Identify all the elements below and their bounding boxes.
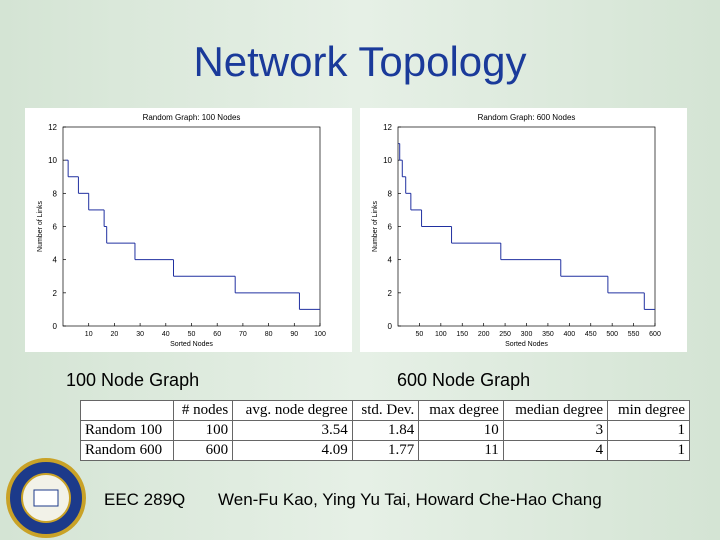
x-tick-label: 20 bbox=[111, 331, 119, 338]
y-tick-label: 12 bbox=[48, 123, 57, 132]
column-header: max degree bbox=[418, 400, 504, 421]
cell: 1 bbox=[607, 420, 690, 441]
x-tick-label: 600 bbox=[649, 331, 661, 338]
x-tick-label: 90 bbox=[290, 331, 298, 338]
stats-table: # nodes avg. node degree std. Dev. max d… bbox=[80, 400, 690, 461]
x-tick-label: 350 bbox=[542, 331, 554, 338]
cell: 11 bbox=[418, 440, 504, 461]
y-tick-label: 0 bbox=[53, 322, 58, 331]
x-tick-label: 40 bbox=[162, 331, 170, 338]
y-tick-label: 0 bbox=[388, 322, 393, 331]
cell: 600 bbox=[172, 440, 234, 461]
table-row: Random 100 100 3.54 1.84 10 3 1 bbox=[80, 420, 690, 441]
y-tick-label: 2 bbox=[53, 289, 58, 298]
table-row: Random 600 600 4.09 1.77 11 4 1 bbox=[80, 440, 690, 461]
y-tick-label: 10 bbox=[48, 156, 57, 165]
y-tick-label: 2 bbox=[388, 289, 393, 298]
corner bbox=[80, 400, 174, 421]
column-header: median degree bbox=[502, 400, 609, 421]
y-axis-label: Number of Links bbox=[37, 201, 44, 252]
x-tick-label: 100 bbox=[314, 331, 326, 338]
y-tick-label: 8 bbox=[53, 189, 58, 198]
x-tick-label: 50 bbox=[416, 331, 424, 338]
column-header: avg. node degree bbox=[232, 400, 353, 421]
cell: 3 bbox=[502, 420, 609, 441]
slide-title: Network Topology bbox=[193, 38, 527, 85]
y-axis-label: Number of Links bbox=[372, 201, 379, 252]
row-label: Random 600 bbox=[80, 440, 174, 461]
cell: 1 bbox=[607, 440, 690, 461]
logo bbox=[6, 458, 86, 538]
cell: 3.54 bbox=[232, 420, 353, 441]
authors: Wen-Fu Kao, Ying Yu Tai, Howard Che-Hao … bbox=[218, 490, 602, 509]
x-tick-label: 10 bbox=[85, 331, 93, 338]
cell: 4.09 bbox=[232, 440, 353, 461]
x-tick-label: 30 bbox=[136, 331, 144, 338]
chart-title: Random Graph: 100 Nodes bbox=[143, 113, 241, 122]
x-tick-label: 80 bbox=[265, 331, 273, 338]
x-tick-label: 60 bbox=[213, 331, 221, 338]
x-tick-label: 150 bbox=[456, 331, 468, 338]
charts: Random Graph: 100 Nodes Sorted Nodes Numbe… bbox=[25, 108, 687, 352]
cell: 100 bbox=[172, 420, 234, 441]
chart-panel bbox=[25, 108, 352, 352]
x-tick-label: 70 bbox=[239, 331, 247, 338]
seal-book bbox=[33, 489, 59, 507]
x-tick-label: 300 bbox=[521, 331, 533, 338]
x-tick-label: 550 bbox=[628, 331, 640, 338]
y-tick-label: 8 bbox=[388, 189, 393, 198]
header-row: # nodes avg. node degree std. Dev. max d… bbox=[80, 400, 690, 421]
column-header: # nodes bbox=[172, 400, 234, 421]
y-tick-label: 4 bbox=[388, 256, 393, 265]
cell: 1.84 bbox=[351, 420, 420, 441]
y-tick-label: 4 bbox=[53, 256, 58, 265]
x-tick-label: 450 bbox=[585, 331, 597, 338]
caption: 100 Node Graph bbox=[66, 370, 200, 390]
caption: 600 Node Graph bbox=[397, 370, 531, 390]
cell: 4 bbox=[502, 440, 609, 461]
x-tick-label: 200 bbox=[478, 331, 490, 338]
row-label: Random 100 bbox=[80, 420, 174, 441]
x-tick-label: 50 bbox=[188, 331, 196, 338]
y-tick-label: 6 bbox=[388, 223, 393, 232]
cell: 1.77 bbox=[351, 440, 420, 461]
x-axis-label: Sorted Nodes bbox=[505, 341, 548, 348]
y-tick-label: 10 bbox=[383, 156, 392, 165]
chart-panel bbox=[360, 108, 687, 352]
x-tick-label: 400 bbox=[563, 331, 575, 338]
course: EEC 289Q bbox=[104, 490, 186, 509]
x-axis-label: Sorted Nodes bbox=[170, 341, 213, 348]
column-header: min degree bbox=[607, 400, 690, 421]
y-tick-label: 6 bbox=[53, 223, 58, 232]
column-header: std. Dev. bbox=[351, 400, 420, 421]
y-tick-label: 12 bbox=[383, 123, 392, 132]
chart-title: Random Graph: 600 Nodes bbox=[478, 113, 576, 122]
x-tick-label: 100 bbox=[435, 331, 447, 338]
x-tick-label: 500 bbox=[606, 331, 618, 338]
x-tick-label: 250 bbox=[499, 331, 511, 338]
cell: 10 bbox=[418, 420, 504, 441]
